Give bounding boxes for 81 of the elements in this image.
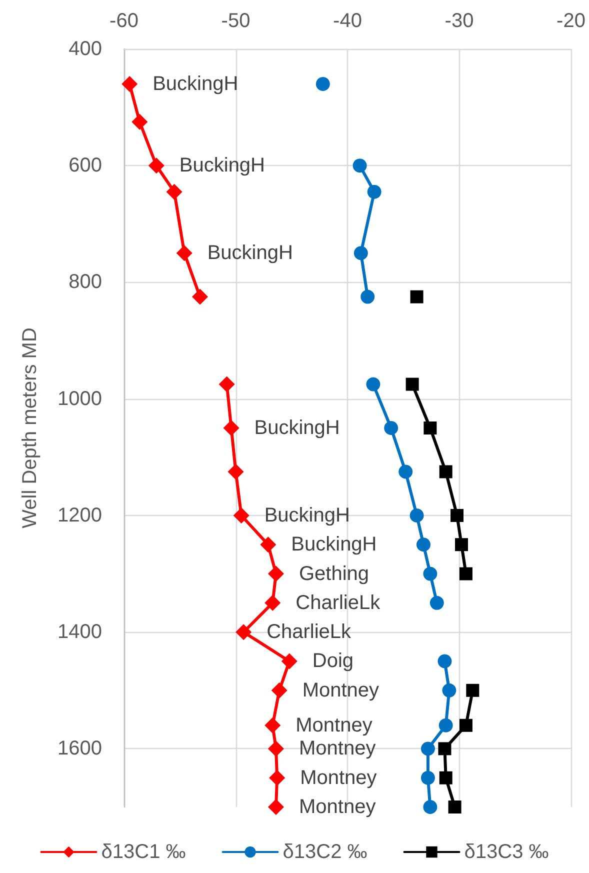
point bbox=[132, 114, 148, 130]
x-tick-label: -60 bbox=[110, 10, 138, 32]
annotation: BuckingH bbox=[291, 534, 377, 556]
point bbox=[454, 538, 468, 552]
point bbox=[236, 624, 252, 640]
y-tick-label: 800 bbox=[68, 271, 102, 294]
point bbox=[384, 421, 398, 435]
point bbox=[352, 158, 367, 173]
point bbox=[430, 596, 444, 610]
point bbox=[398, 464, 413, 479]
x-tick-label: -30 bbox=[444, 10, 474, 32]
annotation: Gething bbox=[298, 562, 370, 585]
point bbox=[218, 376, 235, 392]
point bbox=[271, 682, 288, 698]
y-axis-title: Well Depth meters MD bbox=[19, 328, 41, 528]
annotation: Montney bbox=[296, 714, 372, 736]
point bbox=[260, 536, 276, 553]
annotation: BuckingH bbox=[179, 154, 266, 177]
y-tick-label: 400 bbox=[68, 38, 102, 60]
y-tick-label: 1200 bbox=[58, 504, 102, 526]
point bbox=[459, 718, 472, 732]
point bbox=[420, 742, 435, 756]
annotation: BuckingH bbox=[207, 242, 293, 264]
annotation: CharlieLk bbox=[266, 621, 352, 644]
point bbox=[439, 771, 452, 784]
point bbox=[448, 800, 462, 814]
y-tick-label: 1400 bbox=[58, 621, 102, 644]
annotation: Montney bbox=[298, 738, 376, 760]
point bbox=[450, 508, 464, 522]
point bbox=[416, 538, 430, 552]
x-tick-label: -50 bbox=[221, 10, 250, 32]
point bbox=[192, 288, 208, 305]
point bbox=[406, 378, 419, 391]
legend-label: δ13C1 ‰ bbox=[101, 841, 186, 863]
point bbox=[420, 770, 435, 785]
annotation: Montney bbox=[298, 796, 376, 818]
point bbox=[367, 184, 382, 199]
point bbox=[268, 799, 284, 815]
point bbox=[410, 508, 424, 522]
point bbox=[268, 566, 284, 582]
point bbox=[466, 684, 480, 697]
point bbox=[166, 184, 182, 200]
point bbox=[438, 654, 452, 668]
annotation: Montney bbox=[300, 766, 377, 789]
point bbox=[176, 245, 192, 262]
point bbox=[268, 740, 284, 757]
point bbox=[354, 246, 368, 260]
y-tick-label: 1600 bbox=[58, 738, 102, 760]
point bbox=[423, 800, 438, 814]
point bbox=[148, 158, 164, 174]
point bbox=[439, 465, 452, 478]
y-tick-label: 1000 bbox=[58, 388, 102, 410]
point bbox=[264, 594, 281, 611]
point bbox=[424, 422, 437, 434]
point bbox=[281, 653, 298, 670]
legend-label: δ13C3 ‰ bbox=[464, 841, 549, 863]
x-tick-label: -40 bbox=[333, 10, 362, 32]
x-tick-label: -20 bbox=[556, 10, 586, 32]
annotation: BuckingH bbox=[254, 417, 340, 439]
point bbox=[459, 567, 472, 580]
annotation: Montney bbox=[302, 679, 380, 702]
point bbox=[360, 290, 375, 304]
point bbox=[316, 76, 330, 91]
point bbox=[269, 770, 286, 786]
point bbox=[423, 566, 438, 581]
legend-label: δ13C2 ‰ bbox=[282, 841, 368, 863]
y-tick-label: 600 bbox=[68, 154, 102, 177]
point bbox=[438, 742, 452, 756]
point bbox=[228, 464, 244, 480]
point bbox=[122, 76, 138, 92]
point bbox=[410, 290, 424, 304]
point bbox=[233, 507, 250, 524]
point bbox=[438, 718, 453, 732]
annotation: CharlieLk bbox=[296, 592, 382, 614]
point bbox=[366, 377, 380, 392]
point bbox=[442, 683, 456, 698]
annotation: Doig bbox=[312, 650, 354, 672]
point bbox=[223, 420, 240, 436]
annotation: BuckingH bbox=[264, 504, 350, 526]
annotation: BuckingH bbox=[152, 72, 238, 95]
point bbox=[264, 717, 281, 734]
